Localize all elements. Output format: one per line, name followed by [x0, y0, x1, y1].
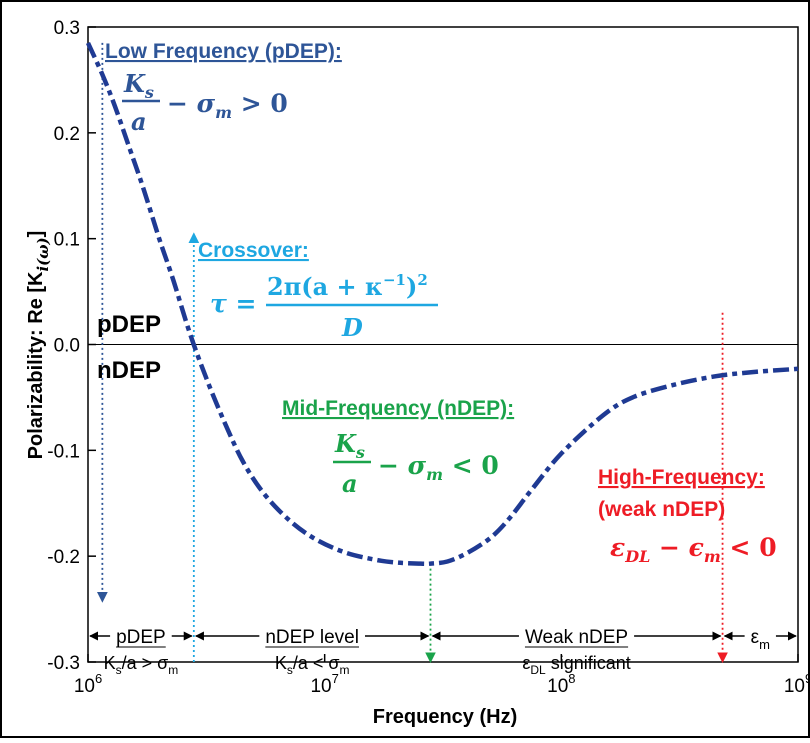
region-label: nDEP level	[265, 627, 359, 648]
crossover-title: Crossover:	[198, 239, 309, 262]
mid-numerator: Ks	[334, 429, 365, 462]
region-brackets: pDEP Ks/a > σm nDEP level Ks/a < σm Weak nDE…	[89, 627, 797, 677]
crossover-denominator: D	[341, 313, 363, 342]
region-condition: Ks/a > σm	[104, 653, 179, 677]
x-tick-label: 106	[74, 671, 102, 697]
x-axis-label: Frequency (Hz)	[373, 706, 517, 728]
low-denominator: a	[131, 107, 147, 136]
y-tick-label: 0.0	[54, 336, 80, 357]
curve-series	[85, 41, 799, 567]
low-frequency-annotation: Low Frequency (pDEP): Ks a − σm > 0	[105, 40, 342, 136]
mid-inequality: − σm < 0	[378, 451, 499, 484]
y-axis-label-main: Polarizability: Re [K	[25, 271, 47, 459]
region-label: pDEP	[116, 627, 166, 648]
x-tick-label: 109	[784, 671, 810, 697]
mid-frequency-annotation: Mid-Frequency (nDEP): Ks a − σm < 0	[282, 397, 514, 498]
y-tick-label: 0.3	[54, 18, 80, 39]
y-tick-label: 0.1	[54, 230, 80, 251]
region-condition: εDL significant	[522, 653, 630, 677]
low-title: Low Frequency (pDEP):	[105, 40, 342, 63]
high-inequality: εDL − ϵm < 0	[610, 533, 777, 566]
y-axis-label-sub: i(ω)	[34, 237, 52, 271]
mid-title: Mid-Frequency (nDEP):	[282, 397, 514, 420]
high-subtitle: (weak nDEP)	[598, 498, 725, 521]
y-axis: -0.3 -0.2 -0.1 0.0 0.1 0.2 0.3	[47, 18, 96, 674]
mid-denominator: a	[342, 469, 358, 498]
region-label: εm	[751, 627, 770, 652]
high-frequency-annotation: High-Frequency: (weak nDEP) εDL − ϵm < 0	[598, 466, 777, 566]
y-tick-label: 0.2	[54, 124, 80, 145]
low-numerator: Ks	[123, 69, 154, 102]
y-tick-label: -0.3	[47, 653, 80, 674]
marker-lines	[96, 42, 728, 664]
pdep-label: pDEP	[97, 311, 161, 338]
y-axis-label: Polarizability: Re [Ki(ω)]	[25, 231, 52, 460]
ndep-label: nDEP	[97, 357, 161, 384]
crossover-tau: τ =	[210, 289, 256, 318]
low-inequality: − σm > 0	[167, 89, 288, 122]
crossover-numerator: 2π(a + κ−1)2	[267, 271, 428, 301]
y-tick-label: -0.1	[47, 441, 80, 462]
x-tick-label: 107	[310, 671, 338, 697]
high-title: High-Frequency:	[598, 466, 765, 489]
x-tick-label: 108	[547, 671, 575, 697]
x-axis: 106 107 108 109	[74, 654, 810, 697]
crossover-annotation: Crossover: τ = 2π(a + κ−1)2 D	[198, 239, 438, 342]
region-label: Weak nDEP	[525, 627, 628, 648]
region-condition: Ks/a < σm	[275, 653, 350, 677]
y-tick-label: -0.2	[47, 547, 80, 568]
y-axis-label-end: ]	[25, 231, 47, 238]
